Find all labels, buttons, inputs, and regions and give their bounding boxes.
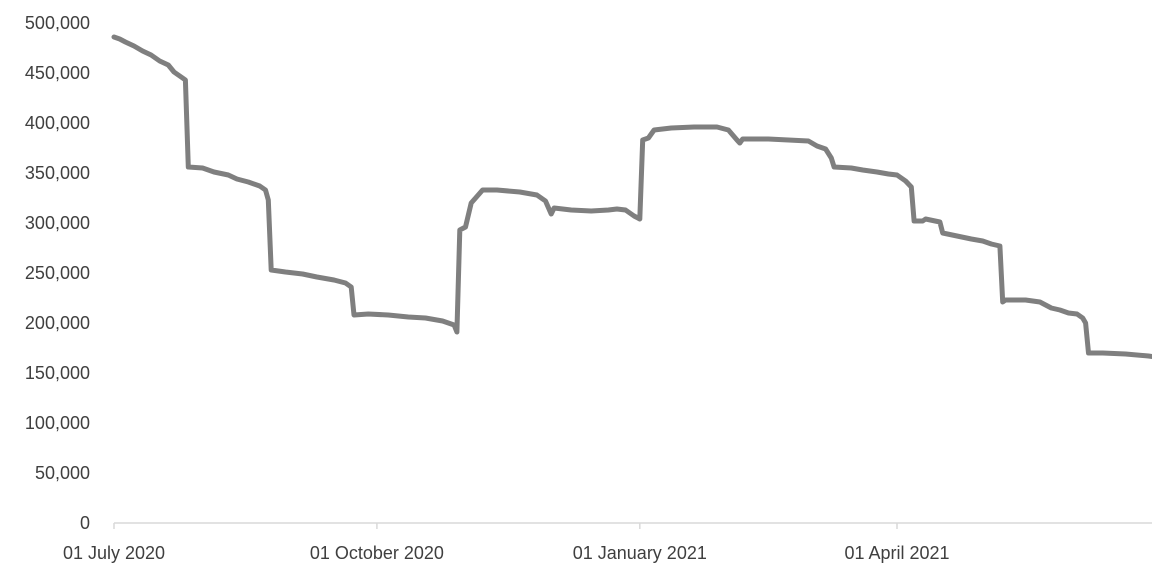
y-tick-label: 100,000 [25,413,90,433]
y-tick-label: 200,000 [25,313,90,333]
x-tick-label: 01 October 2020 [310,543,444,563]
y-tick-label: 150,000 [25,363,90,383]
y-tick-label: 250,000 [25,263,90,283]
x-tick-label: 01 July 2020 [63,543,165,563]
y-tick-label: 300,000 [25,213,90,233]
x-tick-label: 01 January 2021 [573,543,707,563]
x-axis: 01 July 2020 01 October 2020 01 January 20… [63,522,1152,563]
y-tick-label: 450,000 [25,63,90,83]
x-tick-label: 01 April 2021 [844,543,949,563]
y-tick-label: 400,000 [25,113,90,133]
y-tick-label: 500,000 [25,13,90,33]
y-tick-label: 50,000 [35,463,90,483]
y-tick-label: 0 [80,513,90,533]
series-line-0 [111,34,1152,360]
y-axis-tick-labels: 0 50,000 100,000 150,000 200,000 250,000 300,0… [25,13,90,533]
y-tick-label: 350,000 [25,163,90,183]
series-layer [111,34,1152,360]
